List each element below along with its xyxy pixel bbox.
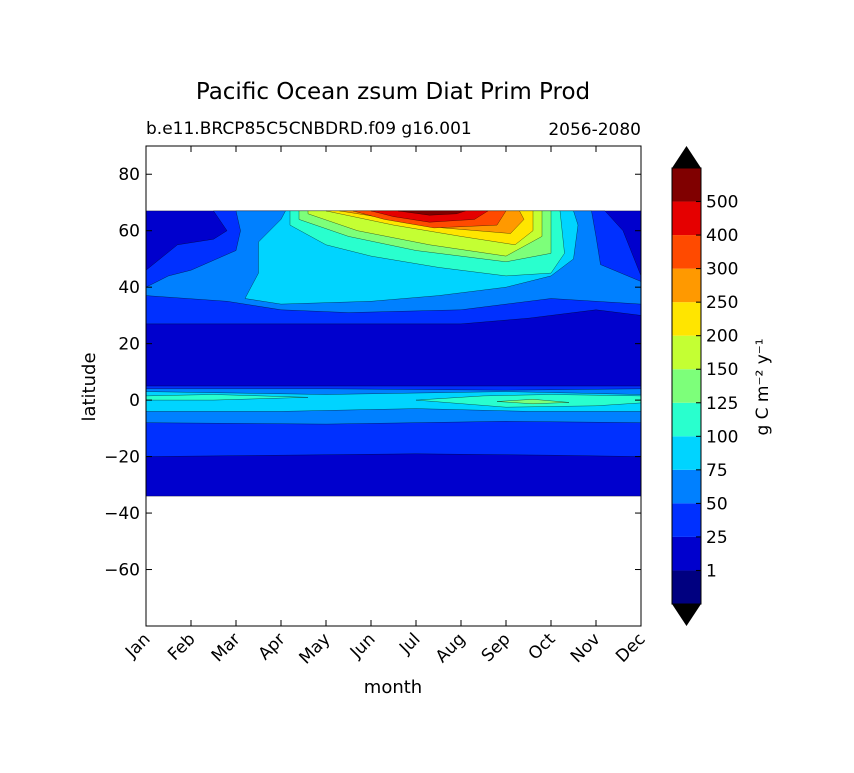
x-tick-label: Mar xyxy=(208,629,245,666)
x-tick-label: Jul xyxy=(395,629,424,658)
plot-area: 80 60 40 20 0 −20 −40 −60 Jan Feb Mar Apr May Jun Jul… xyxy=(104,145,650,668)
colorbar-tick-label: 25 xyxy=(706,528,728,548)
colorbar-tick-label: 400 xyxy=(706,226,738,246)
y-tick-label: −20 xyxy=(104,448,140,468)
y-axis-label: latitude xyxy=(79,352,100,421)
colorbar-tick-label: 100 xyxy=(706,427,738,447)
x-tick-label: Sep xyxy=(478,629,515,666)
y-tick-label: 20 xyxy=(118,335,140,355)
colorbar-label: g C m⁻² y⁻¹ xyxy=(753,338,773,435)
x-tick-label: Apr xyxy=(255,629,290,664)
x-tick-label: Dec xyxy=(612,629,649,666)
chart-subtitle-left: b.e11.BRCP85C5CNBDRD.f09 g16.001 xyxy=(146,119,472,139)
plot-frame xyxy=(145,145,642,627)
colorbar-segment xyxy=(672,302,701,336)
x-tick-label: Jun xyxy=(346,629,380,663)
colorbar-tick-label: 150 xyxy=(706,360,738,380)
colorbar-segment xyxy=(672,570,701,604)
colorbar-segment xyxy=(672,201,701,236)
y-tick-label: −60 xyxy=(104,561,140,581)
chart-title: Pacific Ocean zsum Diat Prim Prod xyxy=(196,79,590,105)
colorbar-segment xyxy=(672,436,701,470)
colorbar-tick-label: 500 xyxy=(706,193,738,213)
y-tick-label: 0 xyxy=(129,391,140,411)
y-axis-ticks: 80 60 40 20 0 −20 −40 −60 xyxy=(104,165,641,581)
y-tick-label: 80 xyxy=(118,165,140,185)
colorbar-segment xyxy=(672,402,701,437)
colorbar-segment xyxy=(672,369,701,403)
colorbar-tick-label: 125 xyxy=(706,394,738,414)
contour-band-11 xyxy=(496,399,570,405)
colorbar-extend-bottom xyxy=(672,604,701,626)
x-tick-label: Feb xyxy=(164,629,199,664)
x-tick-label: Nov xyxy=(567,629,605,667)
colorbar-tick-label: 1 xyxy=(706,561,717,581)
colorbar-segment xyxy=(672,335,701,370)
x-axis-label: month xyxy=(364,677,422,698)
colorbar-tick-label: 75 xyxy=(706,461,728,481)
colorbar-extend-top xyxy=(672,146,701,168)
colorbar-segment xyxy=(672,503,701,537)
colorbar-segment xyxy=(672,469,701,504)
x-tick-label: Jan xyxy=(121,629,154,662)
colorbar-segment xyxy=(672,536,701,571)
contour-band-16 xyxy=(370,210,489,223)
x-tick-label: Oct xyxy=(525,629,560,664)
colorbar-tick-label: 50 xyxy=(706,494,728,514)
y-tick-label: −40 xyxy=(104,504,140,524)
colorbar-frame xyxy=(671,167,702,605)
colorbar-segment xyxy=(672,268,701,303)
y-tick-label: 60 xyxy=(118,222,140,242)
contour-band-17 xyxy=(397,210,466,216)
colorbar-segment xyxy=(672,235,701,269)
colorbar-tick-label: 300 xyxy=(706,260,738,280)
x-tick-label: Aug xyxy=(432,629,470,667)
chart-subtitle-right: 2056-2080 xyxy=(548,120,641,140)
colorbar-tick-label: 250 xyxy=(706,293,738,313)
contour-fill xyxy=(145,210,642,497)
colorbar-segment xyxy=(672,168,701,202)
colorbar-tick-label: 200 xyxy=(706,327,738,347)
y-tick-label: 40 xyxy=(118,278,140,298)
x-tick-label: May xyxy=(296,629,335,668)
